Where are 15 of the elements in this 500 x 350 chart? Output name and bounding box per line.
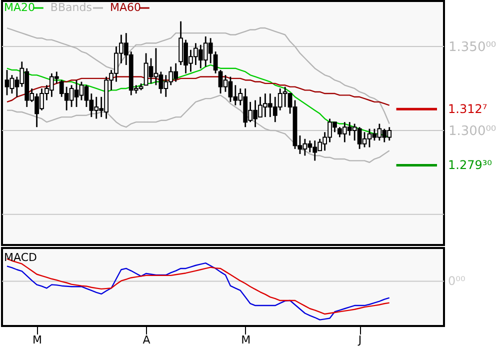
legend-label: MA20 [4, 1, 36, 14]
ref-line-label: 1.312⁷ [448, 102, 488, 116]
x-tick-label: M [241, 334, 251, 346]
chart-title: MACD [4, 251, 37, 264]
x-tick-label: M [32, 334, 42, 346]
y-tick-label: 1.300⁰⁰ [448, 124, 496, 139]
y-tick-label: 1.350⁰⁰ [448, 40, 496, 56]
legend-label: BBands [50, 1, 92, 14]
candlestick [213, 50, 218, 74]
x-tick-label: J [357, 334, 362, 346]
line-series [6, 27, 390, 124]
x-tick-label: A [142, 334, 151, 346]
legend-label: MA60 [110, 1, 142, 14]
ref-line-label: 1.279³⁰ [448, 158, 492, 172]
line-series [6, 94, 390, 163]
